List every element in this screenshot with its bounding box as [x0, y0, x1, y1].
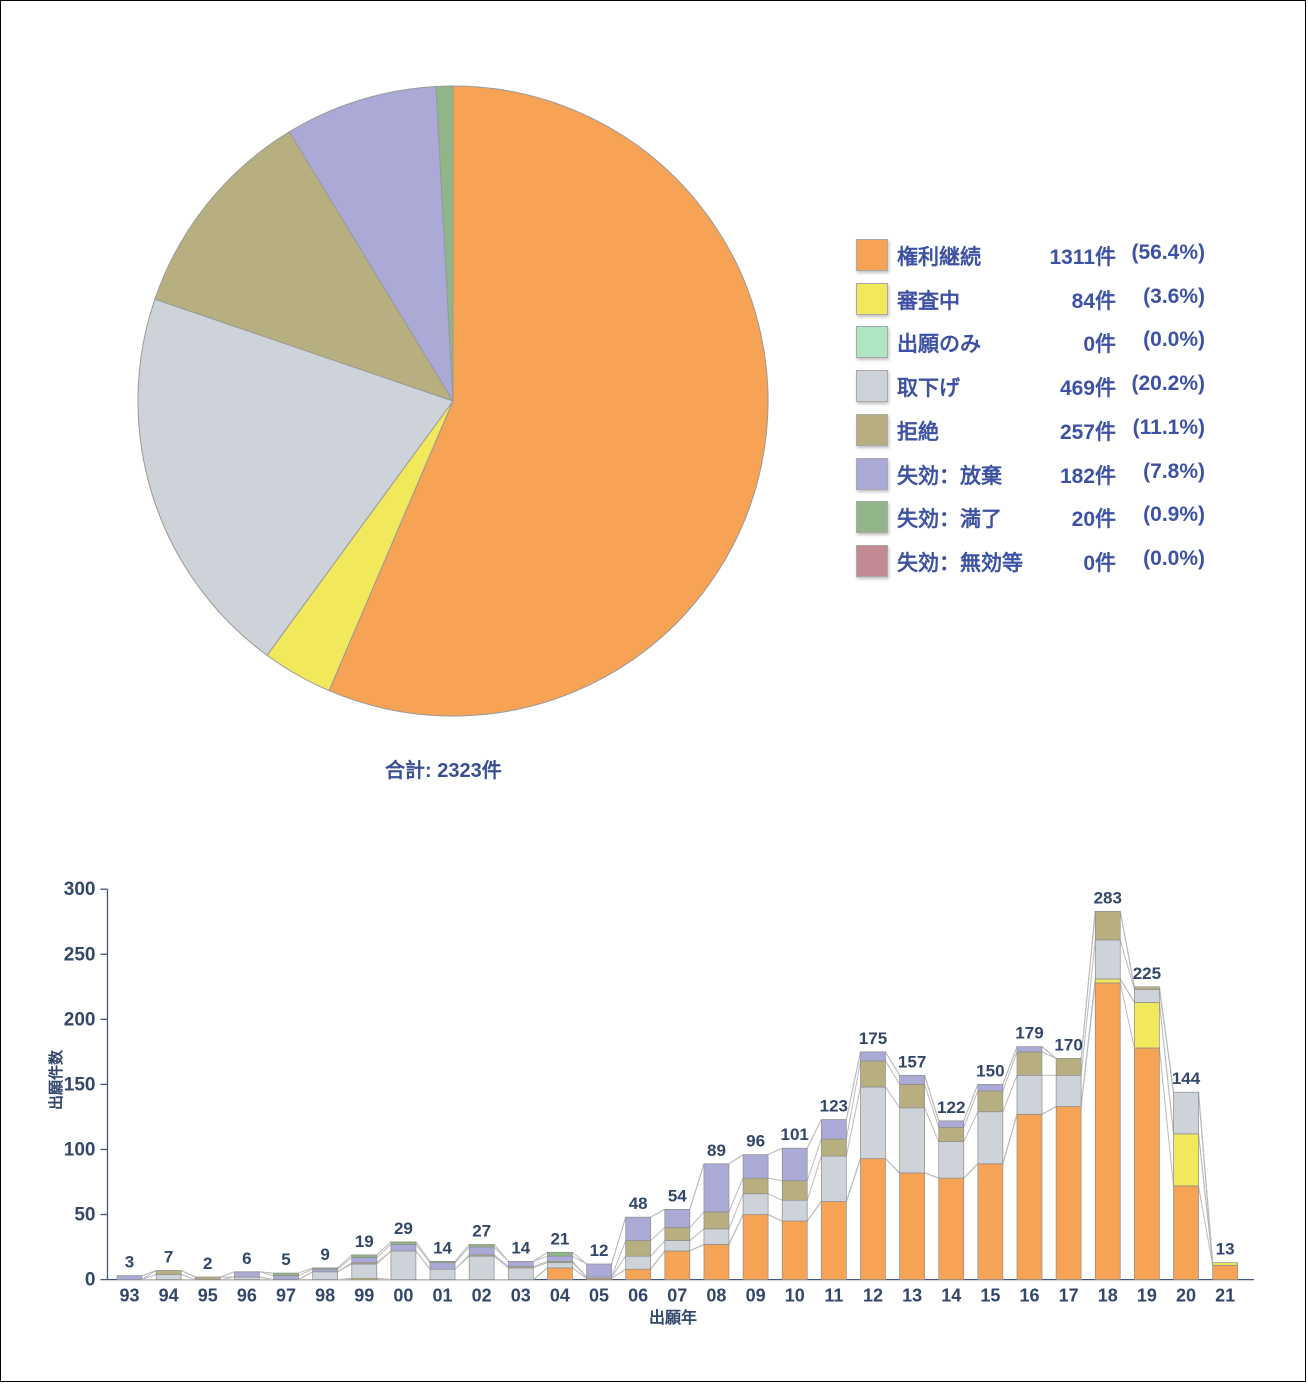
svg-text:04: 04 — [550, 1286, 570, 1306]
svg-text:144: 144 — [1172, 1069, 1201, 1088]
svg-text:6: 6 — [242, 1249, 251, 1268]
svg-text:29: 29 — [394, 1219, 413, 1238]
svg-text:123: 123 — [820, 1097, 848, 1116]
svg-text:19: 19 — [355, 1232, 374, 1251]
svg-text:5: 5 — [281, 1250, 290, 1269]
svg-text:97: 97 — [276, 1286, 296, 1306]
svg-text:07: 07 — [667, 1286, 687, 1306]
svg-text:170: 170 — [1054, 1035, 1082, 1054]
svg-text:00: 00 — [393, 1286, 413, 1306]
svg-text:157: 157 — [898, 1052, 926, 1071]
svg-text:0: 0 — [85, 1270, 96, 1291]
svg-text:13: 13 — [902, 1286, 922, 1306]
svg-text:11: 11 — [824, 1286, 843, 1306]
svg-text:7: 7 — [164, 1247, 173, 1266]
svg-text:14: 14 — [433, 1238, 452, 1257]
svg-text:19: 19 — [1137, 1286, 1157, 1306]
svg-text:283: 283 — [1094, 888, 1122, 907]
svg-text:150: 150 — [64, 1074, 96, 1095]
svg-text:99: 99 — [354, 1286, 374, 1306]
svg-text:12: 12 — [863, 1286, 883, 1306]
svg-text:17: 17 — [1059, 1286, 1079, 1306]
svg-text:15: 15 — [980, 1286, 1000, 1306]
svg-text:100: 100 — [64, 1139, 96, 1160]
svg-text:94: 94 — [159, 1286, 179, 1306]
svg-text:06: 06 — [628, 1286, 648, 1306]
svg-text:96: 96 — [237, 1286, 257, 1306]
svg-text:12: 12 — [590, 1241, 609, 1260]
svg-text:2: 2 — [203, 1254, 212, 1273]
svg-text:9: 9 — [320, 1245, 329, 1264]
svg-text:93: 93 — [119, 1286, 139, 1306]
svg-text:250: 250 — [64, 944, 96, 965]
svg-text:03: 03 — [511, 1286, 531, 1306]
svg-text:3: 3 — [125, 1253, 134, 1272]
svg-text:14: 14 — [511, 1238, 530, 1257]
svg-text:21: 21 — [550, 1229, 569, 1248]
svg-text:01: 01 — [433, 1286, 453, 1306]
svg-text:50: 50 — [74, 1205, 95, 1226]
svg-text:21: 21 — [1215, 1286, 1235, 1306]
svg-text:95: 95 — [198, 1286, 218, 1306]
svg-text:05: 05 — [589, 1286, 609, 1306]
svg-text:48: 48 — [629, 1194, 648, 1213]
svg-text:98: 98 — [315, 1286, 335, 1306]
svg-text:27: 27 — [472, 1221, 491, 1240]
svg-text:18: 18 — [1098, 1286, 1118, 1306]
svg-text:08: 08 — [706, 1286, 726, 1306]
svg-text:13: 13 — [1216, 1240, 1235, 1259]
svg-text:200: 200 — [64, 1009, 96, 1030]
svg-text:179: 179 — [1015, 1024, 1043, 1043]
svg-text:175: 175 — [859, 1029, 887, 1048]
svg-text:10: 10 — [785, 1286, 805, 1306]
svg-text:54: 54 — [668, 1186, 687, 1205]
svg-text:89: 89 — [707, 1141, 726, 1160]
svg-text:02: 02 — [472, 1286, 492, 1306]
svg-text:122: 122 — [937, 1098, 965, 1117]
svg-text:14: 14 — [941, 1286, 961, 1306]
svg-text:225: 225 — [1133, 964, 1161, 983]
svg-text:300: 300 — [64, 879, 96, 900]
svg-text:150: 150 — [976, 1061, 1004, 1080]
svg-text:20: 20 — [1176, 1286, 1196, 1306]
svg-text:101: 101 — [781, 1125, 809, 1144]
svg-text:16: 16 — [1019, 1286, 1039, 1306]
svg-text:09: 09 — [746, 1286, 766, 1306]
svg-text:96: 96 — [746, 1132, 765, 1151]
